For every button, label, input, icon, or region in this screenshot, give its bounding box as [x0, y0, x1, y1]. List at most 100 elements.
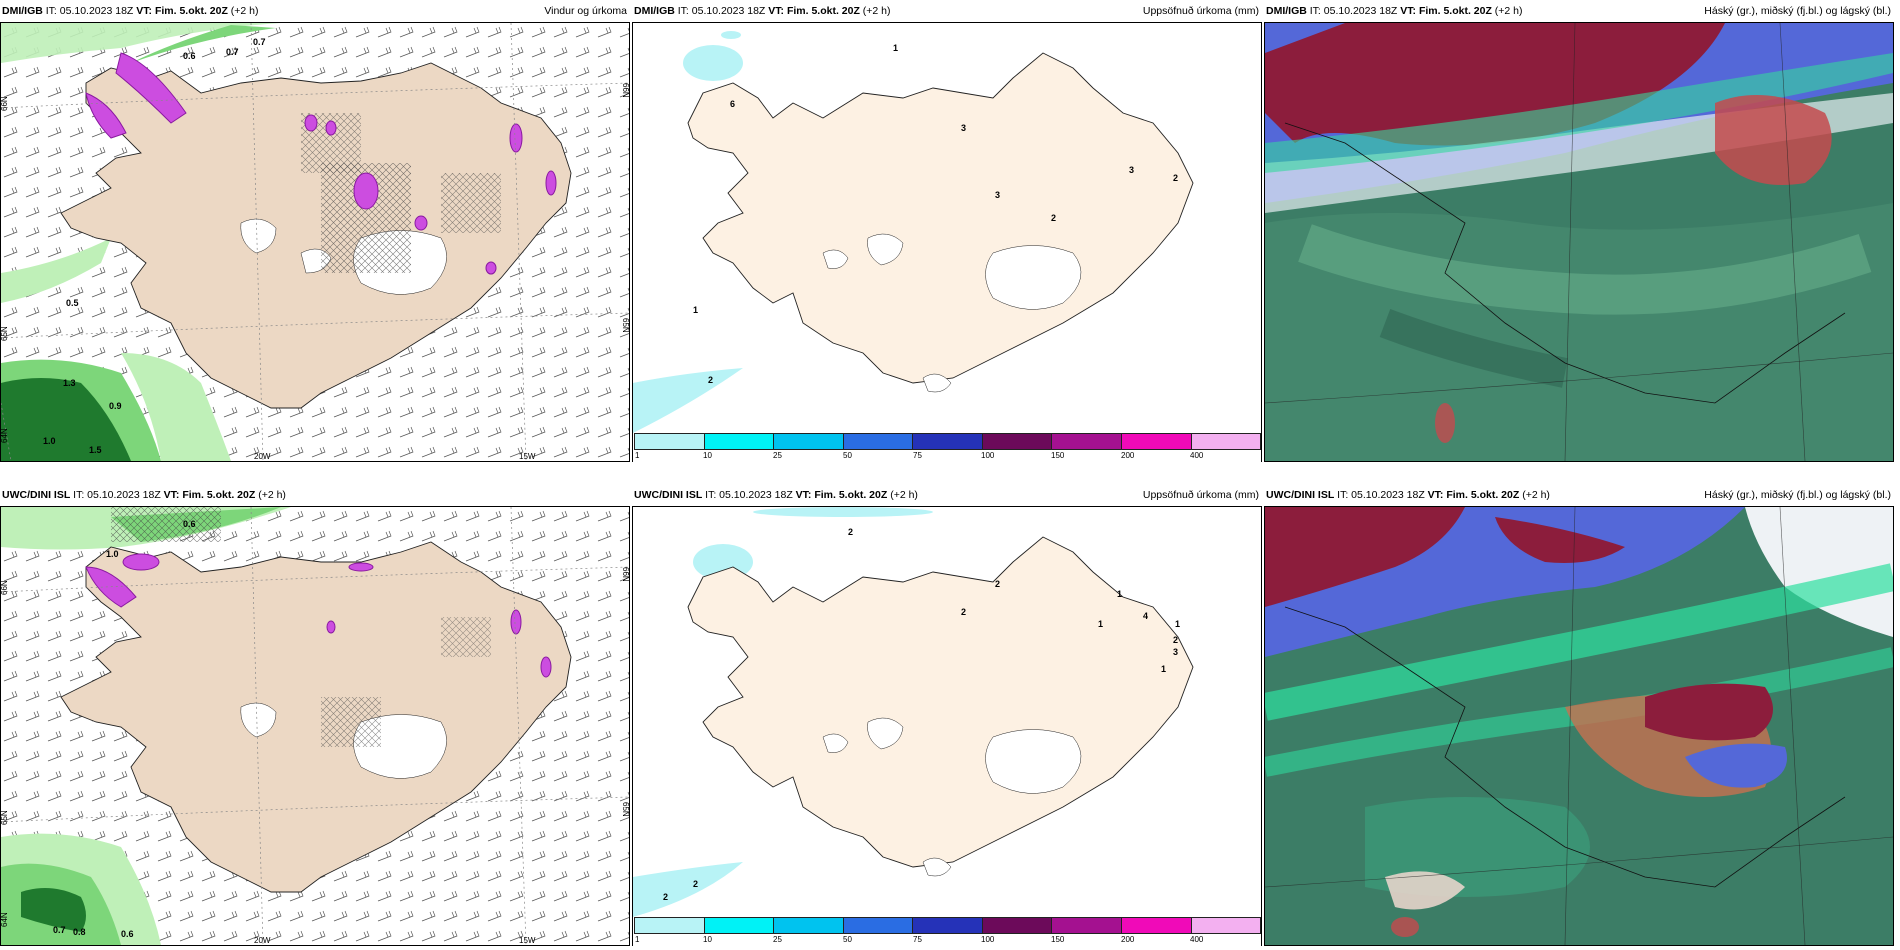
precip-label: 1 — [1117, 589, 1122, 599]
legend-tick: 1 — [635, 451, 640, 460]
valid-time: Fim. 5.okt. 20Z — [182, 489, 256, 501]
precip-label: 0.5 — [66, 298, 79, 308]
precip-label: 1.0 — [106, 549, 119, 559]
grid-label: 66N — [621, 567, 629, 582]
legend-tick: 10 — [703, 451, 712, 460]
legend-tick: 10 — [703, 935, 712, 944]
panel-wind-precip-dmi: DMI/IGB IT: 05.10.2023 18Z VT: Fim. 5.ok… — [0, 0, 630, 462]
valid-time: Fim. 5.okt. 20Z — [814, 489, 888, 501]
panel-title: Uppsöfnuð úrkoma (mm) — [1142, 5, 1259, 17]
cloud-map[interactable] — [1264, 506, 1894, 946]
legend-tick: 100 — [981, 451, 995, 460]
legend-swatch — [1052, 918, 1122, 933]
precip-label: 1 — [693, 305, 698, 315]
precip-map[interactable]: 1 3 3 3 2 2 1 2 6 1 10 — [632, 22, 1262, 462]
precip-label: 0.6 — [183, 519, 196, 529]
legend-tick: 200 — [1121, 451, 1135, 460]
init-time: IT: 05.10.2023 18Z — [1337, 489, 1425, 501]
precip-map[interactable]: 2 2 2 1 1 4 1 2 3 1 2 2 — [632, 506, 1262, 946]
precip-label: 0.7 — [53, 925, 66, 935]
legend-swatch — [913, 434, 983, 449]
precip-label: 3 — [995, 190, 1000, 200]
panel-title: Háský (gr.), miðský (fj.bl.) og lágský (… — [1704, 489, 1891, 501]
legend-tick: 400 — [1190, 451, 1204, 460]
valid-label: VT: — [163, 489, 180, 501]
legend-swatch — [774, 434, 844, 449]
precip-label: 0.7 — [226, 47, 239, 57]
panel-header: UWC/DINI ISL IT: 05.10.2023 18Z VT: Fim.… — [0, 484, 630, 506]
grid-label: 20W — [254, 936, 271, 945]
legend-swatch — [1191, 434, 1261, 449]
panel-wind-precip-uwc: UWC/DINI ISL IT: 05.10.2023 18Z VT: Fim.… — [0, 484, 630, 946]
wind-map[interactable]: 66N 65N 66N 65N 64N 20W 15W 0.6 0.7 0.7 … — [0, 22, 630, 462]
model-name: DMI/IGB — [1266, 5, 1307, 17]
valid-time: Fim. 5.okt. 20Z — [154, 5, 228, 17]
legend-tick: 50 — [843, 451, 852, 460]
valid-label: VT: — [795, 489, 812, 501]
model-name: UWC/DINI ISL — [634, 489, 703, 501]
forecast-offset: (+2 h) — [258, 489, 286, 501]
legend-swatch — [982, 918, 1053, 933]
legend-tick: 400 — [1190, 935, 1204, 944]
forecast-offset: (+2 h) — [230, 5, 259, 17]
precip-label: 1 — [1161, 664, 1166, 674]
cloud-map[interactable] — [1264, 22, 1894, 462]
grid-label: 64N — [1, 912, 9, 927]
model-name: UWC/DINI ISL — [2, 489, 71, 501]
panel-header: DMI/IGB IT: 05.10.2023 18Z VT: Fim. 5.ok… — [632, 0, 1262, 22]
legend-swatch — [982, 434, 1053, 449]
precip-label: 1 — [893, 43, 898, 53]
grid-label: 66N — [1, 580, 9, 595]
valid-label: VT: — [1427, 489, 1444, 501]
precip-label: 3 — [961, 123, 966, 133]
grid-label: 15W — [519, 936, 536, 945]
legend-tick: 75 — [913, 935, 922, 944]
legend-swatch — [1121, 434, 1192, 449]
legend-swatch — [1052, 434, 1122, 449]
valid-label: VT: — [1400, 5, 1417, 17]
grid-label: 15W — [519, 452, 536, 461]
legend-color-bar — [634, 917, 1261, 934]
panel-header: UWC/DINI ISL IT: 05.10.2023 18Z VT: Fim.… — [1264, 484, 1894, 506]
iceland-landmass — [60, 62, 572, 409]
model-name: UWC/DINI ISL — [1266, 489, 1335, 501]
legend-tick: 25 — [773, 935, 782, 944]
legend-swatch — [843, 918, 914, 933]
grid-label: 64N — [1, 428, 9, 443]
legend-tick: 150 — [1051, 451, 1065, 460]
precip-label: 1.3 — [63, 378, 76, 388]
init-time: IT: 05.10.2023 18Z — [45, 5, 134, 17]
precip-label: 2 — [995, 579, 1000, 589]
panel-clouds-dmi: DMI/IGB IT: 05.10.2023 18Z VT: Fim. 5.ok… — [1264, 0, 1894, 462]
precip-label: 0.8 — [73, 927, 86, 937]
precip-label: 2 — [708, 375, 713, 385]
valid-time: Fim. 5.okt. 20Z — [1446, 489, 1520, 501]
panel-accum-precip-uwc: UWC/DINI ISL IT: 05.10.2023 18Z VT: Fim.… — [632, 484, 1262, 946]
forecast-offset: (+2 h) — [890, 489, 918, 501]
precip-label: 1.5 — [89, 445, 102, 455]
panel-header: UWC/DINI ISL IT: 05.10.2023 18Z VT: Fim.… — [632, 484, 1262, 506]
legend-tick: 25 — [773, 451, 782, 460]
panel-header: DMI/IGB IT: 05.10.2023 18Z VT: Fim. 5.ok… — [1264, 0, 1894, 22]
legend-swatch — [1121, 918, 1192, 933]
iceland-landmass — [687, 52, 1194, 384]
precip-legend: 1 10 25 50 75 100 150 200 400 — [633, 917, 1261, 946]
legend-swatch — [635, 918, 705, 933]
precip-label: 2 — [1173, 635, 1178, 645]
legend-swatch — [1191, 918, 1261, 933]
precip-label: 0.7 — [253, 37, 266, 47]
precip-legend: 1 10 25 50 75 100 150 200 400 — [633, 433, 1261, 462]
panel-clouds-uwc: UWC/DINI ISL IT: 05.10.2023 18Z VT: Fim.… — [1264, 484, 1894, 946]
precip-label: 0.6 — [183, 51, 196, 61]
wind-map[interactable]: 66N 65N 66N 65N 64N 20W 15W 0.6 1.0 0.7 … — [0, 506, 630, 946]
legend-swatch — [704, 434, 775, 449]
valid-time: Fim. 5.okt. 20Z — [786, 5, 860, 17]
grid-label: 65N — [621, 318, 629, 333]
grid-label: 65N — [621, 802, 629, 817]
precip-label: 6 — [730, 99, 735, 109]
legend-tick: 150 — [1051, 935, 1065, 944]
grid-label: 66N — [621, 83, 629, 98]
legend-tick: 1 — [635, 935, 640, 944]
precip-label: 2 — [1173, 173, 1178, 183]
valid-label: VT: — [136, 5, 153, 17]
